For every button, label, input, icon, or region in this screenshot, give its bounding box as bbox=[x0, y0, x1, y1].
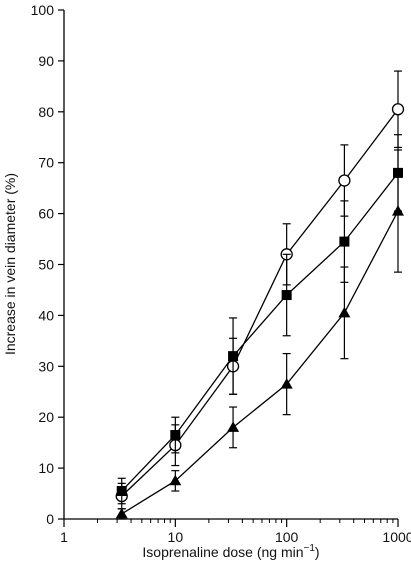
data-point-filled-square bbox=[339, 236, 350, 247]
y-tick-label: 60 bbox=[38, 206, 54, 222]
series-line bbox=[121, 210, 399, 515]
y-ticks: 0 10 20 30 40 50 60 70 80 90 100 bbox=[31, 2, 64, 527]
y-tick-label: 10 bbox=[38, 460, 54, 476]
data-point-filled-square bbox=[228, 351, 239, 362]
x-axis-title: Isoprenaline dose (ng min−1) bbox=[142, 543, 319, 560]
data-point-filled-square bbox=[170, 430, 181, 441]
data-point-filled-triangle bbox=[392, 205, 404, 216]
data-point-filled-triangle bbox=[115, 507, 128, 519]
data-point-filled-triangle bbox=[338, 306, 351, 318]
x-ticks: 1 10 100 1000 bbox=[60, 519, 411, 545]
y-tick-label: 80 bbox=[38, 104, 54, 120]
series-filled-triangle bbox=[115, 149, 404, 520]
y-tick-label: 40 bbox=[38, 307, 54, 323]
series-line bbox=[121, 108, 399, 497]
y-tick-label: 30 bbox=[38, 358, 54, 374]
y-tick-label: 70 bbox=[38, 155, 54, 171]
y-tick-label: 0 bbox=[46, 511, 54, 527]
data-point-filled-triangle bbox=[280, 378, 293, 389]
series-line bbox=[121, 172, 399, 492]
data-point-open-circle bbox=[338, 174, 351, 187]
y-tick-label: 20 bbox=[38, 409, 54, 425]
y-tick-label: 100 bbox=[31, 2, 55, 18]
x-tick-label: 100 bbox=[275, 529, 299, 545]
y-axis-title: Increase in vein diameter (%) bbox=[2, 173, 18, 355]
x-tick-label: 1 bbox=[60, 529, 68, 545]
plot-area bbox=[115, 70, 405, 520]
y-tick-label: 90 bbox=[38, 53, 54, 69]
data-point-filled-triangle bbox=[169, 474, 182, 486]
x-axis-title-unit-exponent: −1 bbox=[304, 543, 316, 554]
x-tick-label: 1000 bbox=[382, 529, 411, 545]
y-tick-label: 50 bbox=[38, 257, 54, 273]
x-tick-label: 10 bbox=[168, 529, 184, 545]
data-point-filled-square bbox=[281, 290, 292, 301]
series-filled-square bbox=[116, 134, 403, 505]
data-point-filled-triangle bbox=[227, 421, 240, 432]
series-open-circle bbox=[115, 70, 405, 510]
data-point-filled-square bbox=[116, 486, 127, 497]
data-point-open-circle bbox=[391, 103, 405, 116]
